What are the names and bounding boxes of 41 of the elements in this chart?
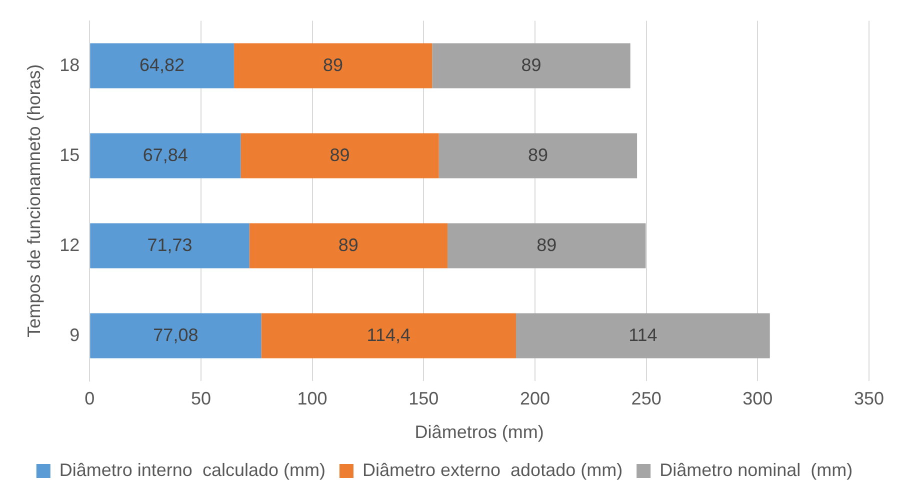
y-tick-label: 15 bbox=[60, 144, 80, 165]
x-tick-label: 300 bbox=[742, 388, 773, 409]
y-tick-label: 12 bbox=[60, 234, 80, 255]
legend-label: Diâmetro nominal (mm) bbox=[660, 460, 853, 480]
y-tick-label: 9 bbox=[70, 324, 80, 345]
bar bbox=[432, 43, 630, 88]
data-label: 89 bbox=[330, 144, 350, 165]
data-label: 89 bbox=[323, 54, 344, 75]
x-tick-label: 200 bbox=[520, 388, 550, 409]
bar bbox=[90, 223, 250, 268]
x-tick-label: 150 bbox=[408, 388, 439, 409]
bar bbox=[516, 313, 770, 358]
data-label: 64,82 bbox=[140, 54, 185, 75]
x-tick-label: 250 bbox=[631, 388, 662, 409]
x-tick-label: 50 bbox=[190, 388, 211, 409]
bar bbox=[261, 313, 516, 358]
data-label: 71,73 bbox=[147, 234, 192, 255]
bar bbox=[438, 133, 638, 178]
bar bbox=[90, 43, 234, 88]
data-label: 89 bbox=[528, 144, 548, 165]
bar bbox=[448, 223, 646, 268]
bar bbox=[240, 133, 439, 178]
bar bbox=[90, 313, 262, 358]
data-label: 114 bbox=[628, 324, 658, 345]
data-label: 114,4 bbox=[366, 324, 410, 345]
legend-label: Diâmetro interno calculado (mm) bbox=[59, 460, 326, 480]
x-tick-label: 100 bbox=[297, 388, 328, 409]
data-label: 67,84 bbox=[142, 144, 188, 165]
data-label: 77,08 bbox=[153, 324, 198, 345]
x-tick-label: 0 bbox=[84, 388, 95, 409]
data-label: 89 bbox=[521, 54, 542, 75]
legend-label: Diâmetro externo adotado (mm) bbox=[362, 460, 623, 480]
bar bbox=[249, 223, 448, 268]
y-tick-label: 18 bbox=[60, 54, 80, 75]
data-label: 89 bbox=[536, 234, 557, 255]
x-tick-label: 350 bbox=[854, 388, 884, 409]
bar bbox=[234, 43, 432, 88]
y-axis-title: Tempos de funcionamneto (horas) bbox=[24, 64, 44, 338]
bar bbox=[90, 133, 241, 178]
x-axis-title: Diâmetros (mm) bbox=[414, 422, 544, 442]
data-label: 89 bbox=[338, 234, 358, 255]
